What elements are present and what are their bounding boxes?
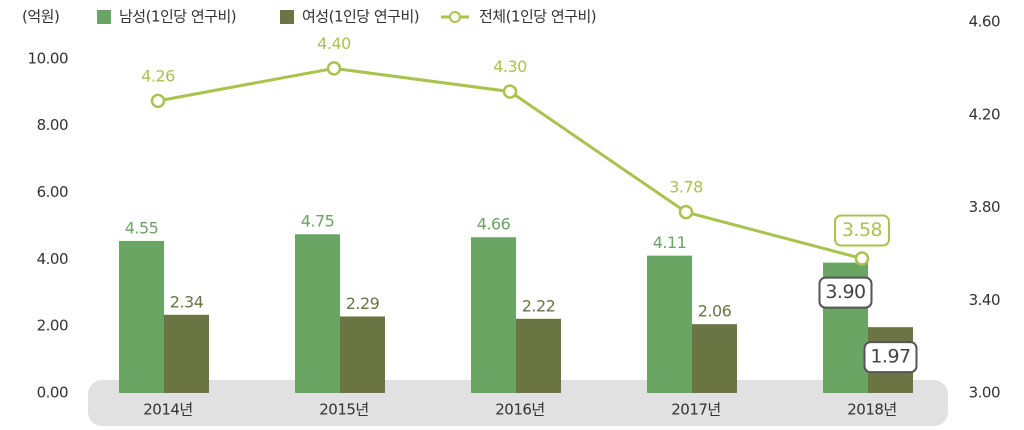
value-label: 2.29 bbox=[346, 294, 380, 313]
marker bbox=[678, 204, 694, 220]
bar bbox=[647, 255, 692, 393]
value-label: 3.90 bbox=[825, 281, 865, 303]
value-label: 4.30 bbox=[493, 57, 527, 76]
x-tick-label: 2014년 bbox=[143, 401, 192, 419]
y-tick-label: 2.00 bbox=[37, 317, 68, 335]
legend-label: 남성(1인당 연구비) bbox=[119, 8, 236, 26]
marker bbox=[150, 93, 166, 109]
value-label: 4.11 bbox=[653, 233, 687, 252]
y-tick-label: 8.00 bbox=[37, 116, 68, 134]
legend-swatch bbox=[280, 10, 294, 24]
legend-label: 여성(1인당 연구비) bbox=[302, 8, 419, 26]
value-label: 4.55 bbox=[125, 218, 159, 237]
y2-tick-label: 3.80 bbox=[969, 198, 1000, 216]
value-label: 4.66 bbox=[477, 215, 511, 234]
bar bbox=[295, 234, 340, 393]
marker bbox=[326, 61, 342, 76]
value-label: 2.34 bbox=[170, 292, 204, 311]
y-axis-label: (억원) bbox=[22, 8, 59, 26]
value-label: 3.78 bbox=[669, 178, 703, 197]
y-tick-label: 6.00 bbox=[37, 183, 68, 201]
bar bbox=[164, 314, 209, 393]
value-label: 4.75 bbox=[301, 212, 335, 231]
label-box bbox=[818, 276, 873, 309]
bar bbox=[471, 237, 516, 393]
x-tick-label: 2018년 bbox=[847, 401, 896, 419]
value-label: 2.06 bbox=[698, 302, 732, 321]
x-tick-label: 2016년 bbox=[495, 401, 544, 419]
y-tick-label: 10.00 bbox=[28, 49, 68, 67]
y2-tick-label: 3.00 bbox=[969, 384, 1000, 402]
legend-swatch bbox=[449, 11, 461, 23]
marker bbox=[854, 251, 870, 266]
legend-label: 전체(1인당 연구비) bbox=[479, 8, 596, 26]
value-label: 4.40 bbox=[317, 34, 351, 53]
marker bbox=[502, 84, 518, 99]
y2-tick-label: 4.20 bbox=[969, 105, 1000, 123]
y2-tick-label: 3.40 bbox=[969, 291, 1000, 309]
bar bbox=[340, 316, 385, 393]
y-tick-label: 4.00 bbox=[37, 250, 68, 268]
label-box bbox=[863, 341, 918, 374]
y2-tick-label: 4.60 bbox=[969, 13, 1000, 31]
x-tick-label: 2015년 bbox=[319, 401, 368, 419]
value-label: 4.26 bbox=[141, 66, 175, 85]
legend-swatch bbox=[97, 10, 111, 24]
value-label: 1.97 bbox=[870, 346, 910, 368]
bar bbox=[119, 240, 164, 393]
bar bbox=[692, 324, 737, 393]
label-box bbox=[834, 214, 890, 247]
value-label: 2.22 bbox=[522, 296, 556, 315]
x-tick-label: 2017년 bbox=[671, 401, 720, 419]
y-tick-label: 0.00 bbox=[37, 384, 68, 402]
bar bbox=[516, 318, 561, 393]
value-label: 3.58 bbox=[842, 219, 882, 241]
